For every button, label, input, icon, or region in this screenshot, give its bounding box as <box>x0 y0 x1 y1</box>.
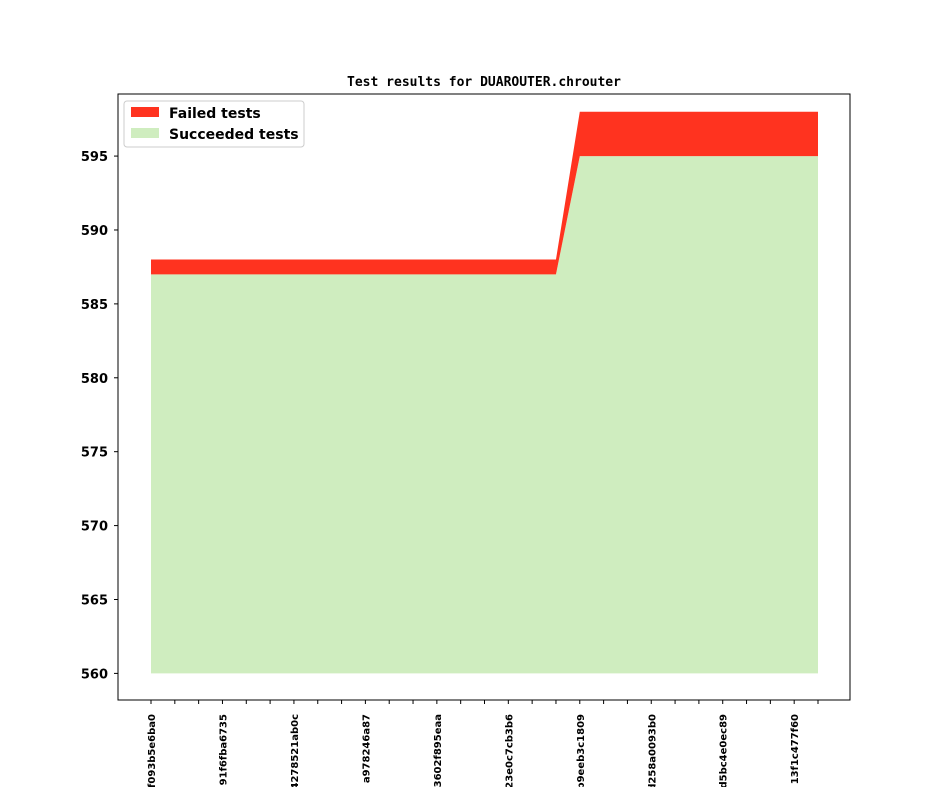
x-tick-label: a978246a87 <box>361 714 372 783</box>
plot-frame <box>117 93 851 701</box>
y-tick-label: 570 <box>81 520 108 535</box>
x-tick-label: 3602f895eaa <box>433 714 444 787</box>
y-tick-label: 575 <box>81 446 108 461</box>
succeeded-tests-area <box>151 156 818 674</box>
y-tick-label: 590 <box>81 224 108 239</box>
chart-title: Test results for DUAROUTER.chrouter <box>347 75 621 90</box>
area-layers <box>151 111 818 674</box>
x-tick-label: b9eeb3c1809 <box>576 714 587 787</box>
x-tick-label: 91f6fba6735 <box>218 714 229 785</box>
legend-label: Failed tests <box>169 106 261 122</box>
x-axis: f093b5e6ba0 91f6fba6735 4278521ab0c a978246… <box>147 700 819 787</box>
legend-label: Succeeded tests <box>169 127 299 143</box>
x-tick-label: 4278521ab0c <box>290 714 301 787</box>
x-tick-label: d5bc4e0ec89 <box>719 714 730 787</box>
legend-box <box>123 100 305 148</box>
x-tick-label: 13f1c477f60 <box>790 714 801 784</box>
y-tick-label: 585 <box>81 298 108 313</box>
x-tick-label: d258a0093b0 <box>647 714 658 787</box>
y-tick-label: 595 <box>81 150 108 165</box>
legend-swatch <box>131 107 159 117</box>
y-tick-label: 565 <box>81 593 108 608</box>
x-tick-label: f093b5e6ba0 <box>147 714 158 787</box>
failed-tests-area <box>151 111 818 275</box>
y-tick-label: 580 <box>81 372 108 387</box>
legend-swatch <box>131 128 159 138</box>
y-axis: 560 565 570 575 580 585 590 595 <box>81 150 118 682</box>
y-tick-label: 560 <box>81 667 108 682</box>
legend: Failed tests Succeeded tests <box>123 100 305 148</box>
x-tick-label: 23e0c7cb3b6 <box>504 714 515 787</box>
